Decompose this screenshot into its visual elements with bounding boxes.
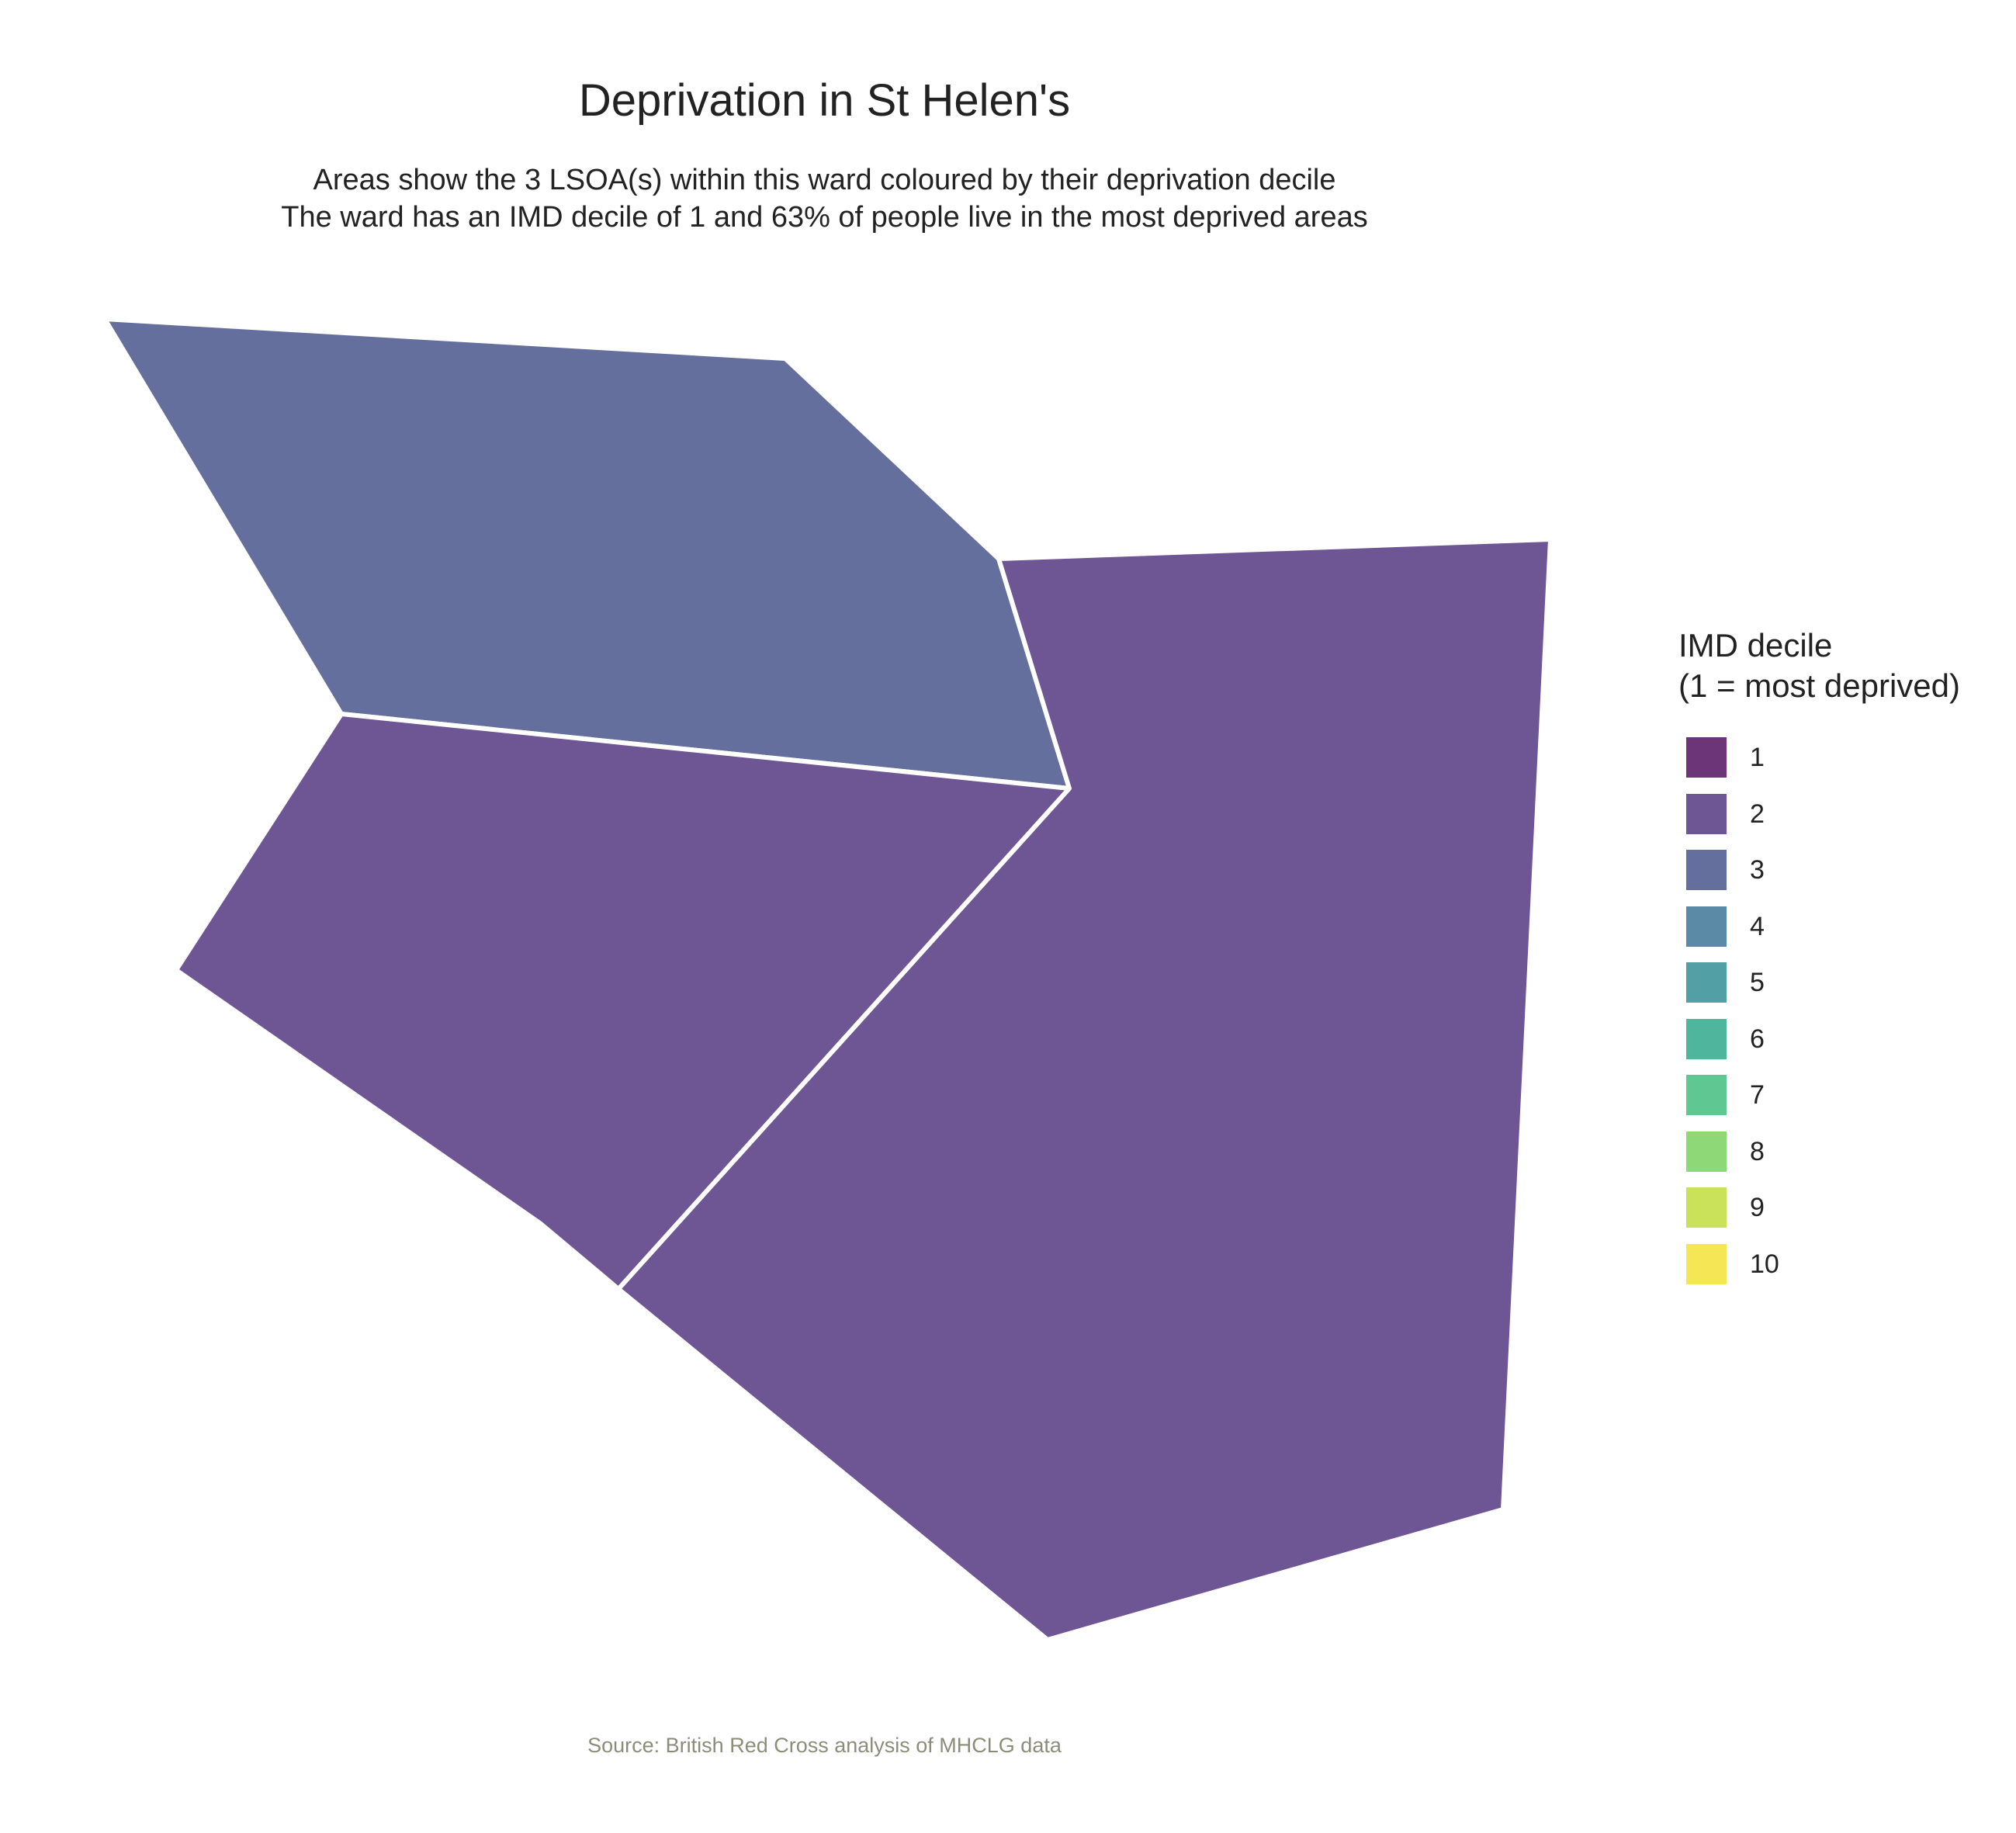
legend-label: 3 (1750, 855, 1765, 885)
lsoa-area-east (616, 537, 1553, 1642)
legend-item: 8 (1678, 1131, 2004, 1188)
legend-swatch (1686, 906, 1727, 947)
legend-item: 2 (1678, 793, 2004, 851)
chart-title: Deprivation in St Helen's (578, 75, 1071, 126)
legend-item: 6 (1678, 1018, 2004, 1076)
subtitle-line-2: The ward has an IMD decile of 1 and 63% … (281, 201, 1368, 234)
legend-label: 5 (1750, 968, 1765, 997)
legend-label: 1 (1750, 743, 1765, 772)
legend-item: 4 (1678, 906, 2004, 963)
legend-item: 5 (1678, 962, 2004, 1019)
legend-label: 8 (1750, 1136, 1765, 1166)
legend-item: 3 (1678, 850, 2004, 906)
legend-title: IMD decile (1 = most deprived) (1678, 625, 2004, 706)
legend-items: 1 2 3 4 5 6 7 8 9 10 (1678, 737, 2004, 1300)
legend-item: 1 (1678, 737, 2004, 794)
legend-label: 7 (1750, 1080, 1765, 1110)
legend-swatch (1686, 1243, 1727, 1284)
legend-item: 7 (1678, 1075, 2004, 1131)
legend-swatch (1686, 962, 1727, 1003)
legend-item: 10 (1678, 1243, 2004, 1301)
legend-label: 10 (1750, 1249, 1779, 1279)
source-caption: Source: British Red Cross analysis of MH… (587, 1734, 1062, 1757)
legend-swatch (1686, 1075, 1727, 1115)
legend-swatch (1686, 737, 1727, 778)
lsoa-area-north-west (102, 317, 1072, 791)
legend-swatch (1686, 793, 1727, 834)
subtitle-line-1: Areas show the 3 LSOA(s) within this war… (313, 164, 1336, 196)
legend-item: 9 (1678, 1187, 2004, 1244)
legend-title-line-1: IMD decile (1678, 627, 1833, 664)
legend-title-line-2: (1 = most deprived) (1678, 667, 1960, 704)
legend: IMD decile (1 = most deprived) 1 2 3 4 5 6 7 8 9… (1678, 625, 2004, 1300)
legend-label: 4 (1750, 911, 1765, 941)
legend-label: 9 (1750, 1193, 1765, 1222)
chart-subtitle: Areas show the 3 LSOA(s) within this war… (0, 161, 1649, 236)
legend-swatch (1686, 1018, 1727, 1059)
legend-swatch (1686, 1187, 1727, 1228)
legend-label: 6 (1750, 1024, 1765, 1054)
legend-swatch (1686, 1131, 1727, 1172)
lsoa-area-south-west (174, 712, 1072, 1291)
legend-swatch (1686, 850, 1727, 890)
legend-label: 2 (1750, 799, 1765, 829)
